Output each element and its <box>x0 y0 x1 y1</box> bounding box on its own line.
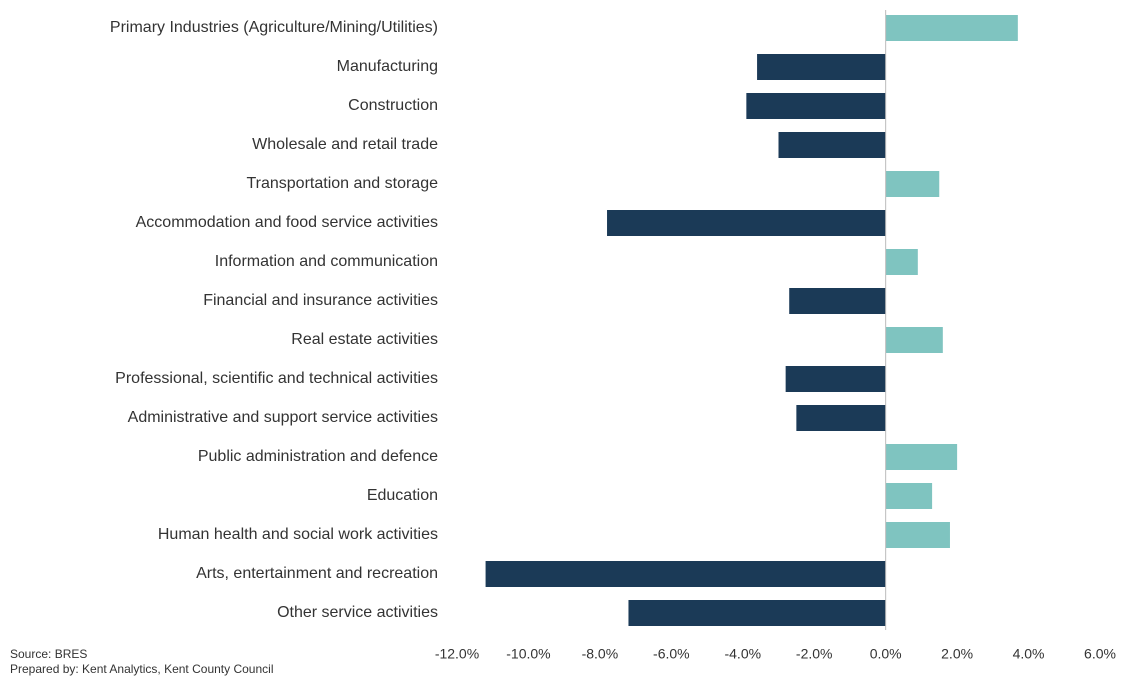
x-tick-label: 2.0% <box>941 646 973 662</box>
bar <box>607 210 886 236</box>
x-tick-label: -10.0% <box>506 646 550 662</box>
y-tick-label: Construction <box>348 97 438 114</box>
bar <box>746 93 886 119</box>
y-tick-label: Professional, scientific and technical a… <box>115 370 438 387</box>
y-tick-label: Primary Industries (Agriculture/Mining/U… <box>110 19 438 36</box>
y-tick-label: Human health and social work activities <box>158 526 438 543</box>
x-tick-label: 4.0% <box>1013 646 1045 662</box>
y-tick-label: Education <box>367 487 438 504</box>
bar <box>885 444 958 470</box>
bar <box>778 132 886 158</box>
y-tick-label: Accommodation and food service activitie… <box>136 214 438 231</box>
bar <box>789 288 886 314</box>
y-tick-label: Real estate activities <box>291 331 438 348</box>
bar <box>885 249 918 275</box>
x-tick-label: -6.0% <box>653 646 690 662</box>
x-tick-label: -8.0% <box>582 646 619 662</box>
y-tick-label: Public administration and defence <box>198 448 438 465</box>
bar <box>796 405 886 431</box>
prepared-note: Prepared by: Kent Analytics, Kent County… <box>10 662 273 676</box>
bar <box>885 15 1018 41</box>
bar <box>885 522 950 548</box>
x-tick-label: 6.0% <box>1084 646 1116 662</box>
y-tick-label: Manufacturing <box>337 58 438 75</box>
bar <box>628 600 886 626</box>
y-tick-label: Information and communication <box>215 253 438 270</box>
x-tick-label: -4.0% <box>724 646 761 662</box>
y-tick-label: Financial and insurance activities <box>203 292 438 309</box>
source-note: Source: BRES <box>10 647 87 661</box>
bar <box>885 327 943 353</box>
y-tick-label: Wholesale and retail trade <box>252 136 438 153</box>
bar <box>757 54 886 80</box>
bar <box>885 171 940 197</box>
y-tick-label: Administrative and support service activ… <box>128 409 438 426</box>
x-tick-label: 0.0% <box>870 646 902 662</box>
bar <box>485 561 886 587</box>
x-tick-label: -12.0% <box>435 646 479 662</box>
y-tick-label: Transportation and storage <box>246 175 438 192</box>
bar <box>785 366 886 392</box>
x-tick-label: -2.0% <box>796 646 833 662</box>
bar <box>885 483 933 509</box>
y-tick-label: Arts, entertainment and recreation <box>196 565 438 582</box>
y-tick-label: Other service activities <box>277 604 438 621</box>
